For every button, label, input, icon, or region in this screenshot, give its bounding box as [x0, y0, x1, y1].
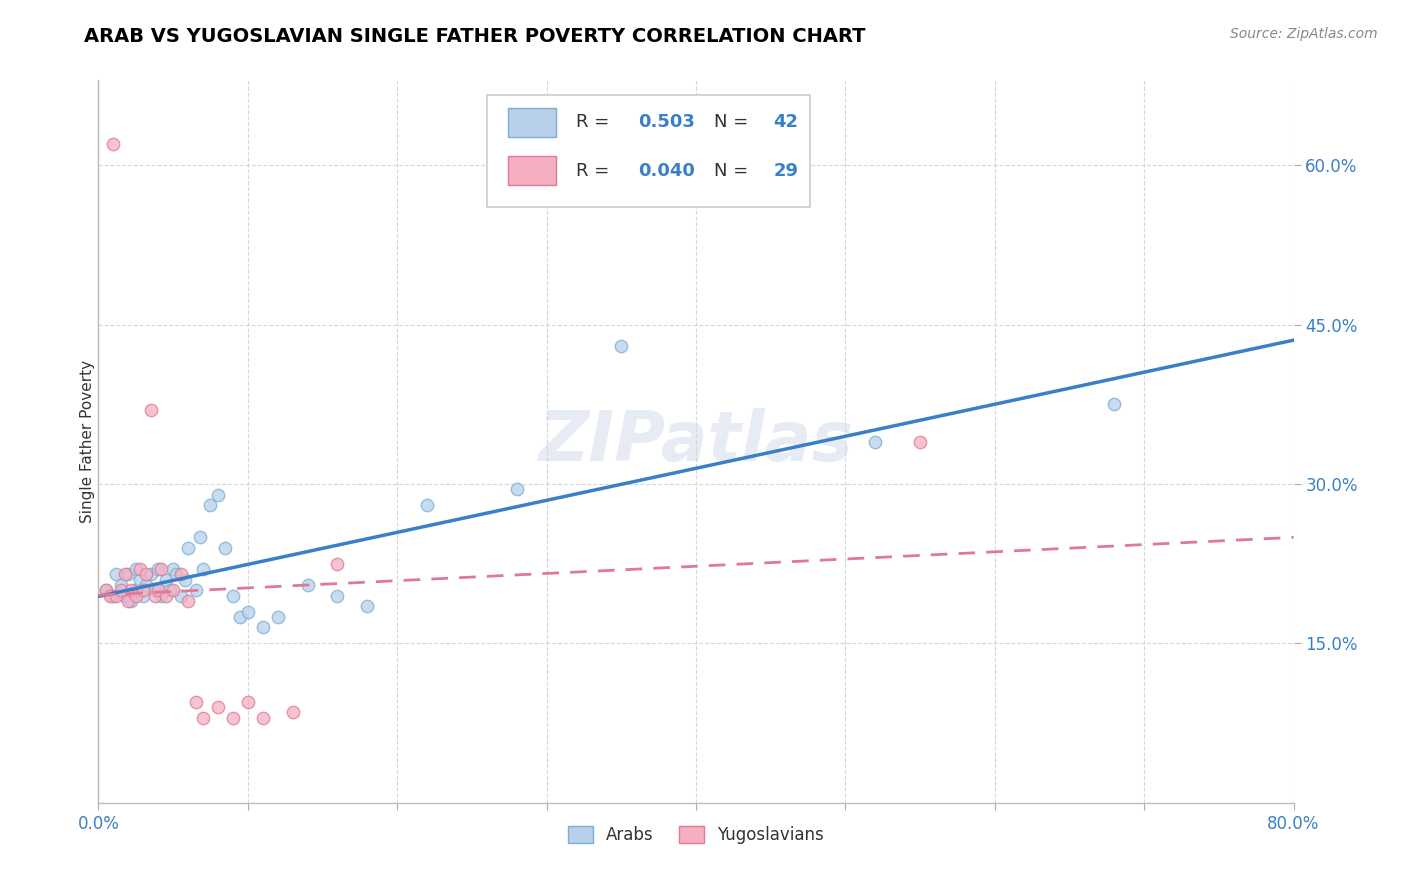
Point: [326, 589, 349, 603]
Point: [162, 583, 184, 598]
Y-axis label: Single Father Poverty: Single Father Poverty: [80, 360, 94, 523]
Point: [207, 488, 229, 502]
Point: [129, 562, 152, 576]
Point: [110, 578, 132, 592]
Point: [125, 583, 148, 598]
Point: [117, 567, 139, 582]
Point: [610, 339, 633, 353]
Point: [281, 706, 304, 720]
Point: [125, 589, 148, 603]
Point: [184, 583, 207, 598]
Point: [114, 567, 136, 582]
Point: [326, 557, 349, 571]
Point: [125, 562, 148, 576]
Point: [148, 583, 170, 598]
Point: [105, 589, 128, 603]
Text: R =: R =: [576, 161, 616, 179]
Point: [1104, 397, 1126, 411]
Text: 42: 42: [773, 113, 799, 131]
Text: R =: R =: [576, 113, 616, 131]
Point: [222, 589, 245, 603]
Point: [177, 541, 200, 555]
Point: [114, 589, 136, 603]
Point: [132, 589, 155, 603]
Point: [188, 530, 211, 544]
Point: [200, 498, 222, 512]
Point: [132, 583, 155, 598]
Point: [908, 434, 931, 449]
Point: [165, 567, 187, 582]
Text: 0.040: 0.040: [638, 161, 696, 179]
Point: [139, 402, 162, 417]
Point: [129, 573, 152, 587]
Text: N =: N =: [714, 113, 754, 131]
Text: N =: N =: [714, 161, 754, 179]
Point: [356, 599, 378, 614]
Point: [98, 589, 122, 603]
Point: [159, 583, 181, 598]
Point: [94, 583, 117, 598]
Point: [94, 583, 117, 598]
Point: [169, 567, 191, 582]
Point: [135, 578, 157, 592]
Point: [162, 562, 184, 576]
Point: [191, 562, 214, 576]
Point: [105, 567, 128, 582]
Point: [506, 483, 529, 497]
Point: [110, 583, 132, 598]
Point: [103, 136, 125, 151]
Point: [229, 610, 252, 624]
Point: [150, 562, 173, 576]
Point: [120, 583, 142, 598]
Text: 0.503: 0.503: [638, 113, 696, 131]
Point: [148, 562, 170, 576]
Point: [191, 711, 214, 725]
Point: [155, 573, 177, 587]
FancyBboxPatch shape: [509, 156, 557, 185]
Point: [865, 434, 887, 449]
Point: [214, 541, 236, 555]
FancyBboxPatch shape: [486, 95, 810, 207]
Text: Source: ZipAtlas.com: Source: ZipAtlas.com: [1230, 27, 1378, 41]
Point: [174, 573, 197, 587]
Point: [120, 594, 142, 608]
Text: 29: 29: [773, 161, 799, 179]
Point: [177, 594, 200, 608]
Point: [150, 589, 173, 603]
Point: [143, 583, 166, 598]
FancyBboxPatch shape: [509, 108, 557, 136]
Point: [103, 589, 125, 603]
Point: [236, 695, 259, 709]
Point: [143, 589, 166, 603]
Point: [236, 605, 259, 619]
Point: [117, 594, 139, 608]
Point: [155, 589, 177, 603]
Point: [207, 700, 229, 714]
Point: [135, 567, 157, 582]
Text: ZIPatlas: ZIPatlas: [538, 408, 853, 475]
Point: [252, 620, 274, 634]
Point: [416, 498, 439, 512]
Legend: Arabs, Yugoslavians: Arabs, Yugoslavians: [560, 817, 832, 852]
Point: [222, 711, 245, 725]
Point: [267, 610, 290, 624]
Text: ARAB VS YUGOSLAVIAN SINGLE FATHER POVERTY CORRELATION CHART: ARAB VS YUGOSLAVIAN SINGLE FATHER POVERT…: [84, 27, 866, 45]
Point: [139, 567, 162, 582]
Point: [169, 589, 191, 603]
Point: [252, 711, 274, 725]
Point: [184, 695, 207, 709]
Point: [297, 578, 319, 592]
